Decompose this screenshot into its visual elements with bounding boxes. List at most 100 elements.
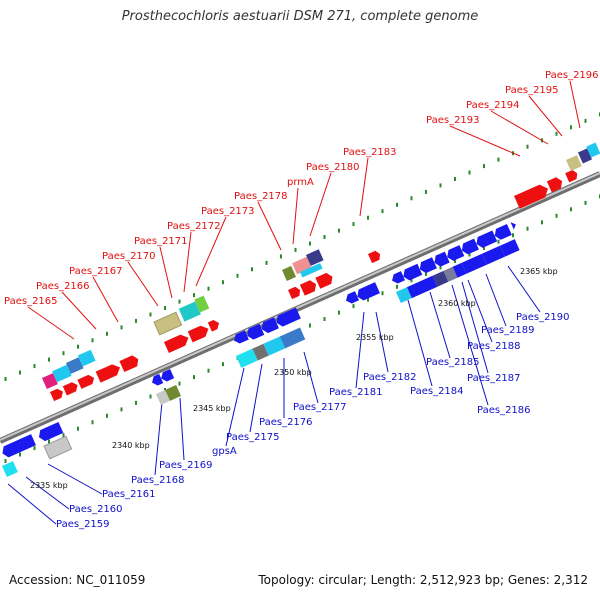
gene-feature[interactable] bbox=[37, 421, 64, 443]
gene-feature[interactable] bbox=[65, 357, 84, 374]
gene-feature[interactable] bbox=[165, 385, 181, 401]
gene-feature[interactable] bbox=[156, 389, 171, 405]
gene-label[interactable]: Paes_2185 bbox=[426, 357, 480, 368]
gene-label[interactable]: Paes_2182 bbox=[363, 372, 417, 383]
gene-label[interactable]: Paes_2168 bbox=[131, 475, 185, 486]
gene-feature[interactable] bbox=[50, 387, 65, 402]
gene-feature[interactable] bbox=[43, 435, 73, 460]
gene-label[interactable]: Paes_2194 bbox=[466, 100, 520, 111]
gene-label[interactable]: Paes_2186 bbox=[477, 405, 531, 416]
gene-label[interactable]: Paes_2178 bbox=[234, 191, 288, 202]
gene-label[interactable]: Paes_2189 bbox=[481, 325, 535, 336]
gene-label[interactable]: Paes_2170 bbox=[102, 251, 156, 262]
gene-feature[interactable] bbox=[150, 373, 164, 387]
gene-feature[interactable] bbox=[62, 381, 80, 396]
gene-feature[interactable] bbox=[274, 307, 301, 329]
gene-feature[interactable] bbox=[282, 265, 297, 281]
gene-feature[interactable] bbox=[305, 249, 324, 266]
tick-mark bbox=[338, 310, 340, 315]
gene-feature[interactable] bbox=[288, 286, 302, 300]
gene-feature[interactable] bbox=[565, 169, 579, 183]
gene-label[interactable]: Paes_2169 bbox=[159, 460, 213, 471]
gene-feature[interactable] bbox=[566, 155, 582, 171]
gene-label[interactable]: Paes_2167 bbox=[69, 266, 123, 277]
gene-label[interactable]: gpsA bbox=[212, 446, 237, 457]
gene-feature[interactable] bbox=[443, 266, 458, 282]
gene-feature[interactable] bbox=[119, 354, 140, 373]
gene-label[interactable]: Paes_2159 bbox=[56, 519, 110, 530]
gene-label[interactable]: Paes_2188 bbox=[467, 341, 521, 352]
leader-line bbox=[355, 311, 365, 389]
gene-feature[interactable] bbox=[577, 148, 592, 164]
gene-feature[interactable] bbox=[252, 343, 269, 361]
gene-feature[interactable] bbox=[263, 336, 286, 356]
gene-label[interactable]: Paes_2161 bbox=[102, 489, 156, 500]
gene-feature[interactable] bbox=[299, 279, 319, 296]
gene-label[interactable]: Paes_2190 bbox=[516, 312, 570, 323]
gene-feature[interactable] bbox=[0, 434, 36, 459]
gene-feature[interactable] bbox=[432, 270, 449, 287]
gene-feature[interactable] bbox=[315, 271, 334, 289]
gene-feature[interactable] bbox=[77, 373, 96, 389]
gene-feature[interactable] bbox=[355, 282, 380, 302]
gene-feature[interactable] bbox=[279, 327, 306, 349]
gene-feature[interactable] bbox=[259, 317, 279, 334]
gene-label[interactable]: Paes_2187 bbox=[467, 373, 521, 384]
gene-feature[interactable] bbox=[481, 245, 506, 265]
gene-feature[interactable] bbox=[459, 238, 479, 256]
gene-feature[interactable] bbox=[52, 364, 72, 383]
gene-feature[interactable] bbox=[77, 349, 96, 367]
tick-mark bbox=[352, 304, 355, 309]
gene-feature[interactable] bbox=[500, 239, 520, 257]
gene-feature[interactable] bbox=[417, 257, 437, 274]
gene-feature[interactable] bbox=[207, 318, 221, 332]
gene-feature[interactable] bbox=[396, 287, 412, 303]
gene-label[interactable]: Paes_2180 bbox=[306, 162, 360, 173]
gene-feature[interactable] bbox=[368, 250, 382, 264]
gene-feature[interactable] bbox=[164, 332, 191, 353]
gene-feature[interactable] bbox=[586, 142, 600, 158]
gene-label[interactable]: Paes_2181 bbox=[329, 387, 383, 398]
gene-feature[interactable] bbox=[344, 291, 360, 305]
gene-feature[interactable] bbox=[42, 373, 58, 389]
gene-label[interactable]: Paes_2171 bbox=[134, 236, 188, 247]
gene-feature[interactable] bbox=[445, 245, 465, 262]
gene-feature[interactable] bbox=[474, 230, 498, 249]
gene-feature[interactable] bbox=[546, 176, 565, 193]
gene-feature[interactable] bbox=[159, 369, 175, 383]
gene-feature[interactable] bbox=[510, 221, 518, 230]
gene-feature[interactable] bbox=[390, 271, 406, 285]
gene-label[interactable]: Paes_2183 bbox=[343, 147, 397, 158]
gene-feature[interactable] bbox=[401, 263, 423, 282]
gene-feature[interactable] bbox=[187, 323, 211, 343]
gene-feature[interactable] bbox=[2, 461, 18, 477]
gene-label[interactable]: Paes_2166 bbox=[36, 281, 90, 292]
gene-feature[interactable] bbox=[232, 330, 249, 345]
gene-feature[interactable] bbox=[432, 251, 450, 269]
gene-label[interactable]: Paes_2195 bbox=[505, 85, 559, 96]
gene-feature[interactable] bbox=[452, 262, 467, 278]
gene-label[interactable]: Paes_2176 bbox=[259, 417, 313, 428]
gene-feature[interactable] bbox=[300, 263, 323, 278]
gene-feature[interactable] bbox=[461, 253, 487, 274]
gene-label[interactable]: Paes_2196 bbox=[545, 70, 599, 81]
gene-feature[interactable] bbox=[178, 301, 201, 322]
gene-feature[interactable] bbox=[406, 275, 438, 299]
gene-label[interactable]: Paes_2177 bbox=[293, 402, 347, 413]
gene-feature[interactable] bbox=[245, 323, 265, 341]
gene-label[interactable]: Paes_2172 bbox=[167, 221, 221, 232]
gene-feature[interactable] bbox=[194, 295, 210, 313]
gene-label[interactable]: Paes_2160 bbox=[69, 504, 123, 515]
gene-label[interactable]: Paes_2165 bbox=[4, 296, 58, 307]
gene-feature[interactable] bbox=[95, 362, 123, 383]
gene-feature[interactable] bbox=[514, 182, 551, 209]
gene-feature[interactable] bbox=[492, 223, 512, 241]
gene-feature[interactable] bbox=[153, 311, 183, 336]
gene-label[interactable]: Paes_2175 bbox=[226, 432, 280, 443]
gene-label[interactable]: prmA bbox=[287, 177, 314, 188]
gene-label[interactable]: Paes_2173 bbox=[201, 206, 255, 217]
gene-feature[interactable] bbox=[236, 348, 258, 368]
gene-label[interactable]: Paes_2184 bbox=[410, 386, 464, 397]
tick-mark bbox=[106, 331, 108, 336]
gene-label[interactable]: Paes_2193 bbox=[426, 115, 480, 126]
